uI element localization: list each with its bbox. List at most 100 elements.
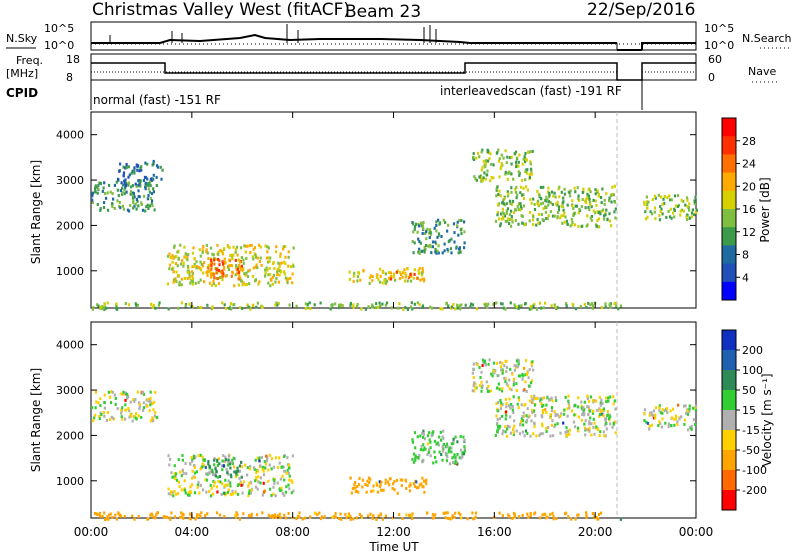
scatter-cell (147, 399, 150, 403)
scatter-cell (545, 195, 548, 199)
scatter-cell (536, 396, 539, 400)
scatter-cell (196, 483, 199, 487)
scatter-cell (109, 512, 112, 516)
scatter-cell (431, 306, 434, 310)
scatter-cell (496, 151, 499, 155)
scatter-cell (647, 200, 650, 204)
scatter-cell (128, 415, 131, 419)
scatter-cell (540, 213, 543, 216)
scatter-cell (591, 301, 594, 305)
scatter-cell (146, 177, 149, 181)
scatter-cell (224, 455, 227, 459)
scatter-cell (558, 195, 561, 199)
scatter-cell (212, 272, 215, 276)
scatter-cell (109, 190, 112, 194)
scatter-cell (472, 384, 475, 388)
scatter-cell (508, 397, 511, 401)
scatter-cell (217, 480, 220, 483)
scatter-cell (538, 221, 542, 225)
scatter-cell (429, 440, 432, 444)
scatter-cell (186, 493, 190, 497)
scatter-cell (441, 445, 444, 449)
scatter-cell (466, 517, 469, 521)
scatter-cell (256, 256, 259, 260)
scatter-cell (661, 408, 664, 412)
scatter-cell (278, 512, 281, 516)
scatter-cell (562, 196, 565, 200)
scatter-cell (169, 517, 172, 521)
scatter-cell (479, 175, 483, 179)
scatter-cell (606, 413, 609, 417)
scatter-cell (486, 173, 489, 177)
scatter-cell (671, 407, 675, 411)
scatter-cell (581, 191, 584, 194)
scatter-cell (567, 399, 570, 403)
scatter-cell (347, 514, 350, 518)
scatter-cell (658, 213, 661, 217)
scatter-cell (95, 400, 98, 404)
scatter-cell (645, 420, 648, 424)
scatter-cell (590, 433, 593, 437)
scatter-cell (119, 513, 122, 517)
scatter-cell (530, 395, 533, 399)
scatter-cell (270, 467, 273, 471)
scatter-cell (499, 360, 502, 364)
scatter-cell (134, 397, 137, 401)
scatter-cell (508, 199, 512, 203)
scatter-cell (544, 301, 547, 305)
scatter-cell (233, 284, 236, 288)
scatter-cell (489, 179, 492, 183)
scatter-cell (472, 367, 475, 371)
scatter-cell (441, 307, 444, 311)
scatter-cell (529, 160, 532, 164)
scatter-cell (608, 196, 611, 200)
scatter-cell (454, 307, 457, 311)
scatter-cell (254, 458, 257, 462)
scatter-cell (183, 276, 186, 280)
scatter-cell (284, 490, 287, 494)
scatter-cell (121, 417, 124, 421)
scatter-cell (91, 191, 94, 195)
scatter-cell (588, 429, 591, 433)
scatter-cell (480, 380, 483, 384)
scatter-cell (444, 451, 447, 455)
scatter-cell (199, 254, 202, 258)
scatter-cell (148, 190, 151, 194)
scatter-cell (101, 305, 104, 309)
scatter-cell (172, 280, 175, 284)
scatter-cell (379, 274, 382, 278)
scatter-cell (420, 273, 424, 277)
scatter-cell (434, 240, 437, 244)
scatter-cell (114, 513, 117, 517)
scatter-cell (423, 246, 426, 250)
scatter-cell (283, 270, 286, 274)
scatter-cell (496, 210, 499, 214)
scatter-cell (533, 409, 536, 413)
scatter-cell (238, 263, 241, 267)
scatter-cell (398, 277, 402, 281)
scatter-cell (224, 458, 228, 462)
scatter-cell (207, 263, 210, 267)
scatter-cell (141, 390, 144, 394)
scatter-cell (595, 425, 598, 429)
scatter-cell (146, 183, 149, 187)
scatter-cell (480, 179, 483, 183)
scatter-cell (275, 250, 278, 254)
scatter-cell (151, 402, 154, 406)
scatter-cell (236, 466, 239, 470)
scatter-cell (422, 485, 425, 489)
scatter-cell (563, 187, 566, 191)
scatter-cell (592, 417, 595, 421)
scatter-cell (248, 282, 251, 286)
scatter-cell (513, 364, 516, 368)
colorbar-tick-label: 15 (742, 404, 756, 417)
scatter-cell (500, 153, 503, 157)
scatter-cell (553, 191, 556, 195)
scatter-cell (222, 262, 225, 266)
scatter-cell (210, 261, 213, 265)
scatter-cell (278, 269, 281, 273)
scatter-cell (103, 306, 106, 310)
scatter-cell (463, 445, 466, 449)
scatter-cell (459, 307, 462, 311)
scatter-cell (425, 230, 428, 234)
